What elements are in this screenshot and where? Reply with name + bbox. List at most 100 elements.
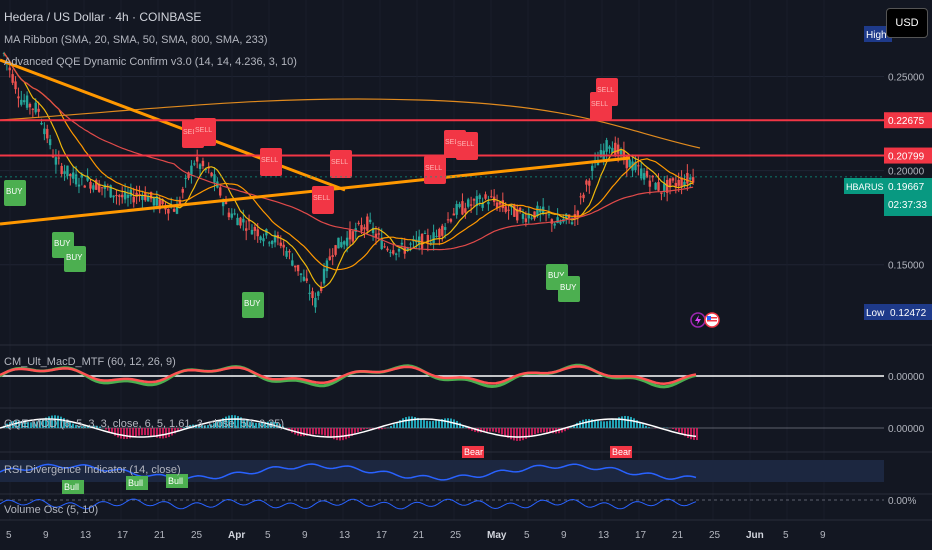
qqe-bar	[675, 428, 677, 430]
candle-body	[153, 198, 155, 205]
candle-body	[502, 200, 504, 208]
qqe-bar	[504, 428, 506, 436]
candle-body	[317, 292, 319, 296]
candle-body	[282, 245, 284, 248]
qqe-bar	[390, 426, 392, 428]
candle-body	[620, 150, 622, 155]
candle-body	[461, 201, 463, 214]
candle-body	[20, 100, 22, 105]
qqe-bar	[513, 428, 515, 440]
qqe-bar	[696, 428, 698, 440]
time-tick: 13	[598, 530, 610, 541]
time-tick: 5	[265, 530, 271, 541]
candle-body	[329, 256, 331, 260]
macd-pane-title[interactable]: CM_Ult_MacD_MTF (60, 12, 26, 9)	[4, 356, 176, 368]
candle-body	[285, 251, 287, 257]
rsi-pane-title[interactable]: RSI Divergence Indicator (14, close)	[4, 464, 181, 476]
candle-body	[398, 249, 400, 252]
ma-ribbon-legend[interactable]: MA Ribbon (SMA, 20, SMA, 50, SMA, 800, S…	[4, 34, 268, 46]
qqe-bar	[609, 421, 611, 428]
candle-body	[89, 182, 91, 189]
candle-body	[522, 214, 524, 219]
qqe-bar	[648, 427, 650, 428]
qqe-bar	[486, 428, 488, 432]
qqe-bar	[423, 420, 425, 428]
qqe-bar	[567, 428, 569, 429]
candle-body	[112, 196, 114, 198]
qqe-legend[interactable]: Advanced QQE Dynamic Confirm v3.0 (14, 1…	[4, 56, 297, 68]
qqe-bar	[315, 428, 317, 434]
high-badge: High	[866, 30, 887, 41]
candle-body	[251, 230, 253, 234]
candle-body	[35, 103, 37, 113]
candle-body	[173, 209, 175, 212]
level-2-badge: 0.20799	[888, 152, 925, 163]
candle-body	[669, 178, 671, 186]
qqe-bar	[438, 420, 440, 428]
candle-body	[228, 213, 230, 218]
time-tick: 13	[339, 530, 351, 541]
candle-body	[184, 178, 186, 179]
candle-body	[210, 173, 212, 176]
candle-body	[236, 218, 238, 225]
candle-body	[271, 241, 273, 244]
candle-body	[32, 109, 34, 110]
candle-body	[84, 186, 86, 188]
qqe-pane-title[interactable]: QQE MOD (6, 5, 3, 3, close, 6, 5, 1.61, …	[4, 418, 284, 430]
candle-body	[43, 129, 45, 134]
candle-body	[213, 174, 215, 182]
candle-body	[525, 218, 527, 222]
candle-body	[11, 74, 13, 83]
candle-body	[409, 244, 411, 245]
candle-body	[306, 278, 308, 281]
candle-body	[479, 195, 481, 199]
candle-body	[418, 236, 420, 243]
time-tick: 5	[783, 530, 789, 541]
sell-signal-label: SELL	[591, 101, 608, 108]
candle-body	[577, 211, 579, 216]
qqe-bar	[366, 428, 368, 429]
candle-body	[654, 183, 656, 190]
candle-body	[268, 242, 270, 243]
candle-body	[167, 209, 169, 214]
qqe-bar	[621, 416, 623, 428]
candle-body	[337, 238, 339, 249]
qqe-bar	[519, 428, 521, 441]
candle-body	[352, 231, 354, 241]
qqe-bar	[360, 428, 362, 431]
candle-body	[297, 265, 299, 271]
qqe-bar	[585, 419, 587, 428]
qqe-bar	[411, 416, 413, 428]
candle-body	[686, 173, 688, 184]
currency-button[interactable]: USD	[886, 8, 928, 38]
buy-signal-label: BUY	[244, 299, 261, 308]
candle-body	[467, 199, 469, 206]
time-tick: 17	[376, 530, 388, 541]
candle-body	[124, 192, 126, 200]
qqe-bar	[600, 421, 602, 428]
candle-body	[378, 233, 380, 234]
volume-pane-title[interactable]: Volume Osc (5, 10)	[4, 504, 98, 516]
candle-body	[519, 208, 521, 211]
sell-signal-label: SELL	[261, 157, 278, 164]
time-tick: 5	[6, 530, 12, 541]
candle-body	[585, 181, 587, 185]
qqe-bar	[627, 416, 629, 428]
candle-body	[453, 214, 455, 216]
qqe-bar	[570, 427, 572, 428]
qqe-bar	[327, 428, 329, 437]
price-tick: 0.15000	[888, 261, 925, 272]
sell-signal-label: SELL	[195, 127, 212, 134]
flag-icon[interactable]	[704, 312, 720, 333]
candle-body	[219, 187, 221, 195]
candle-body	[121, 195, 123, 197]
time-tick: May	[487, 530, 507, 541]
candle-body	[447, 219, 449, 220]
candle-body	[349, 230, 351, 240]
candle-body	[507, 210, 509, 211]
qqe-bar	[369, 428, 371, 429]
bear-divergence-label: Bear	[612, 447, 631, 457]
candle-body	[672, 178, 674, 180]
candle-body	[579, 196, 581, 197]
candle-body	[23, 100, 25, 102]
